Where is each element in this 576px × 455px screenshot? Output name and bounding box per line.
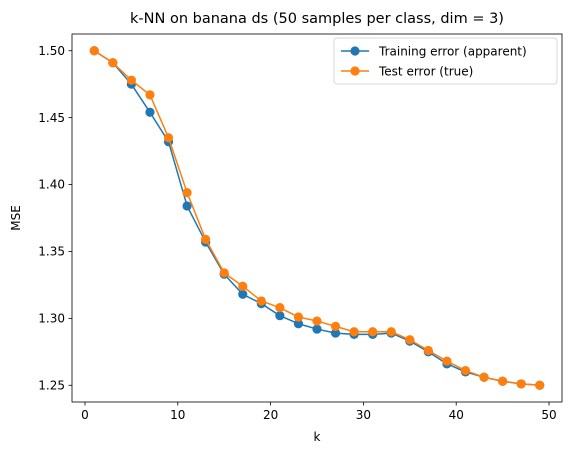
y-tick-label: 1.45 [38, 111, 65, 125]
data-point [368, 327, 378, 337]
x-axis-title: k [314, 430, 321, 444]
data-point [238, 281, 248, 291]
x-tick-label: 0 [81, 408, 89, 422]
x-tick-label: 10 [170, 408, 185, 422]
data-point [145, 90, 155, 100]
series-line [93, 50, 540, 387]
legend-marker [350, 46, 360, 56]
data-point [126, 75, 136, 85]
data-point [330, 321, 341, 331]
data-point [460, 365, 471, 376]
data-point [330, 328, 341, 338]
data-point [163, 133, 174, 143]
plot-area [89, 46, 545, 390]
y-tick-label: 1.50 [38, 44, 65, 58]
legend-entry: Training error (apparent) [341, 44, 527, 58]
data-point [516, 379, 526, 389]
legend-entry: Test error (true) [341, 64, 473, 78]
data-point [293, 312, 304, 322]
data-point [442, 356, 452, 366]
data-point [182, 187, 192, 198]
y-axis-title: MSE [9, 205, 23, 231]
y-axis: 1.25 1.30 1.35 1.40 1.45 1.50 [38, 44, 72, 392]
data-point [479, 372, 489, 382]
data-point [349, 327, 359, 337]
data-point [423, 345, 433, 356]
y-tick-label: 1.30 [38, 312, 65, 326]
data-point [182, 201, 192, 211]
data-point [89, 46, 99, 56]
x-tick-label: 50 [541, 408, 556, 422]
data-point [535, 380, 545, 390]
data-point [219, 268, 229, 278]
legend-marker [350, 66, 360, 76]
chart-title: k-NN on banana ds (50 samples per class,… [130, 11, 504, 27]
data-point [312, 324, 322, 334]
y-tick-label: 1.40 [38, 178, 65, 192]
y-tick-label: 1.35 [38, 245, 65, 259]
data-point [312, 316, 322, 326]
data-point [238, 289, 248, 299]
legend: Training error (apparent) Test error (tru… [333, 37, 558, 85]
data-point [386, 327, 396, 337]
data-point [256, 296, 266, 306]
x-tick-label: 30 [356, 408, 371, 422]
plot-frame [71, 33, 563, 403]
data-point [201, 234, 211, 245]
series-1 [89, 46, 545, 390]
data-point [498, 376, 508, 386]
data-point [275, 303, 285, 313]
x-tick-label: 40 [449, 408, 464, 422]
x-axis: 0 10 20 30 40 50 [81, 402, 557, 422]
x-tick-label: 20 [263, 408, 278, 422]
data-point [145, 107, 155, 117]
data-point [293, 319, 304, 329]
legend-label: Test error (true) [378, 64, 473, 78]
legend-box [333, 37, 558, 85]
data-point [275, 311, 285, 321]
series-line [93, 50, 540, 387]
y-tick-label: 1.25 [38, 378, 65, 392]
data-point [108, 58, 118, 68]
legend-label: Training error (apparent) [378, 44, 527, 58]
data-point [405, 335, 415, 345]
series-2 [89, 46, 545, 390]
